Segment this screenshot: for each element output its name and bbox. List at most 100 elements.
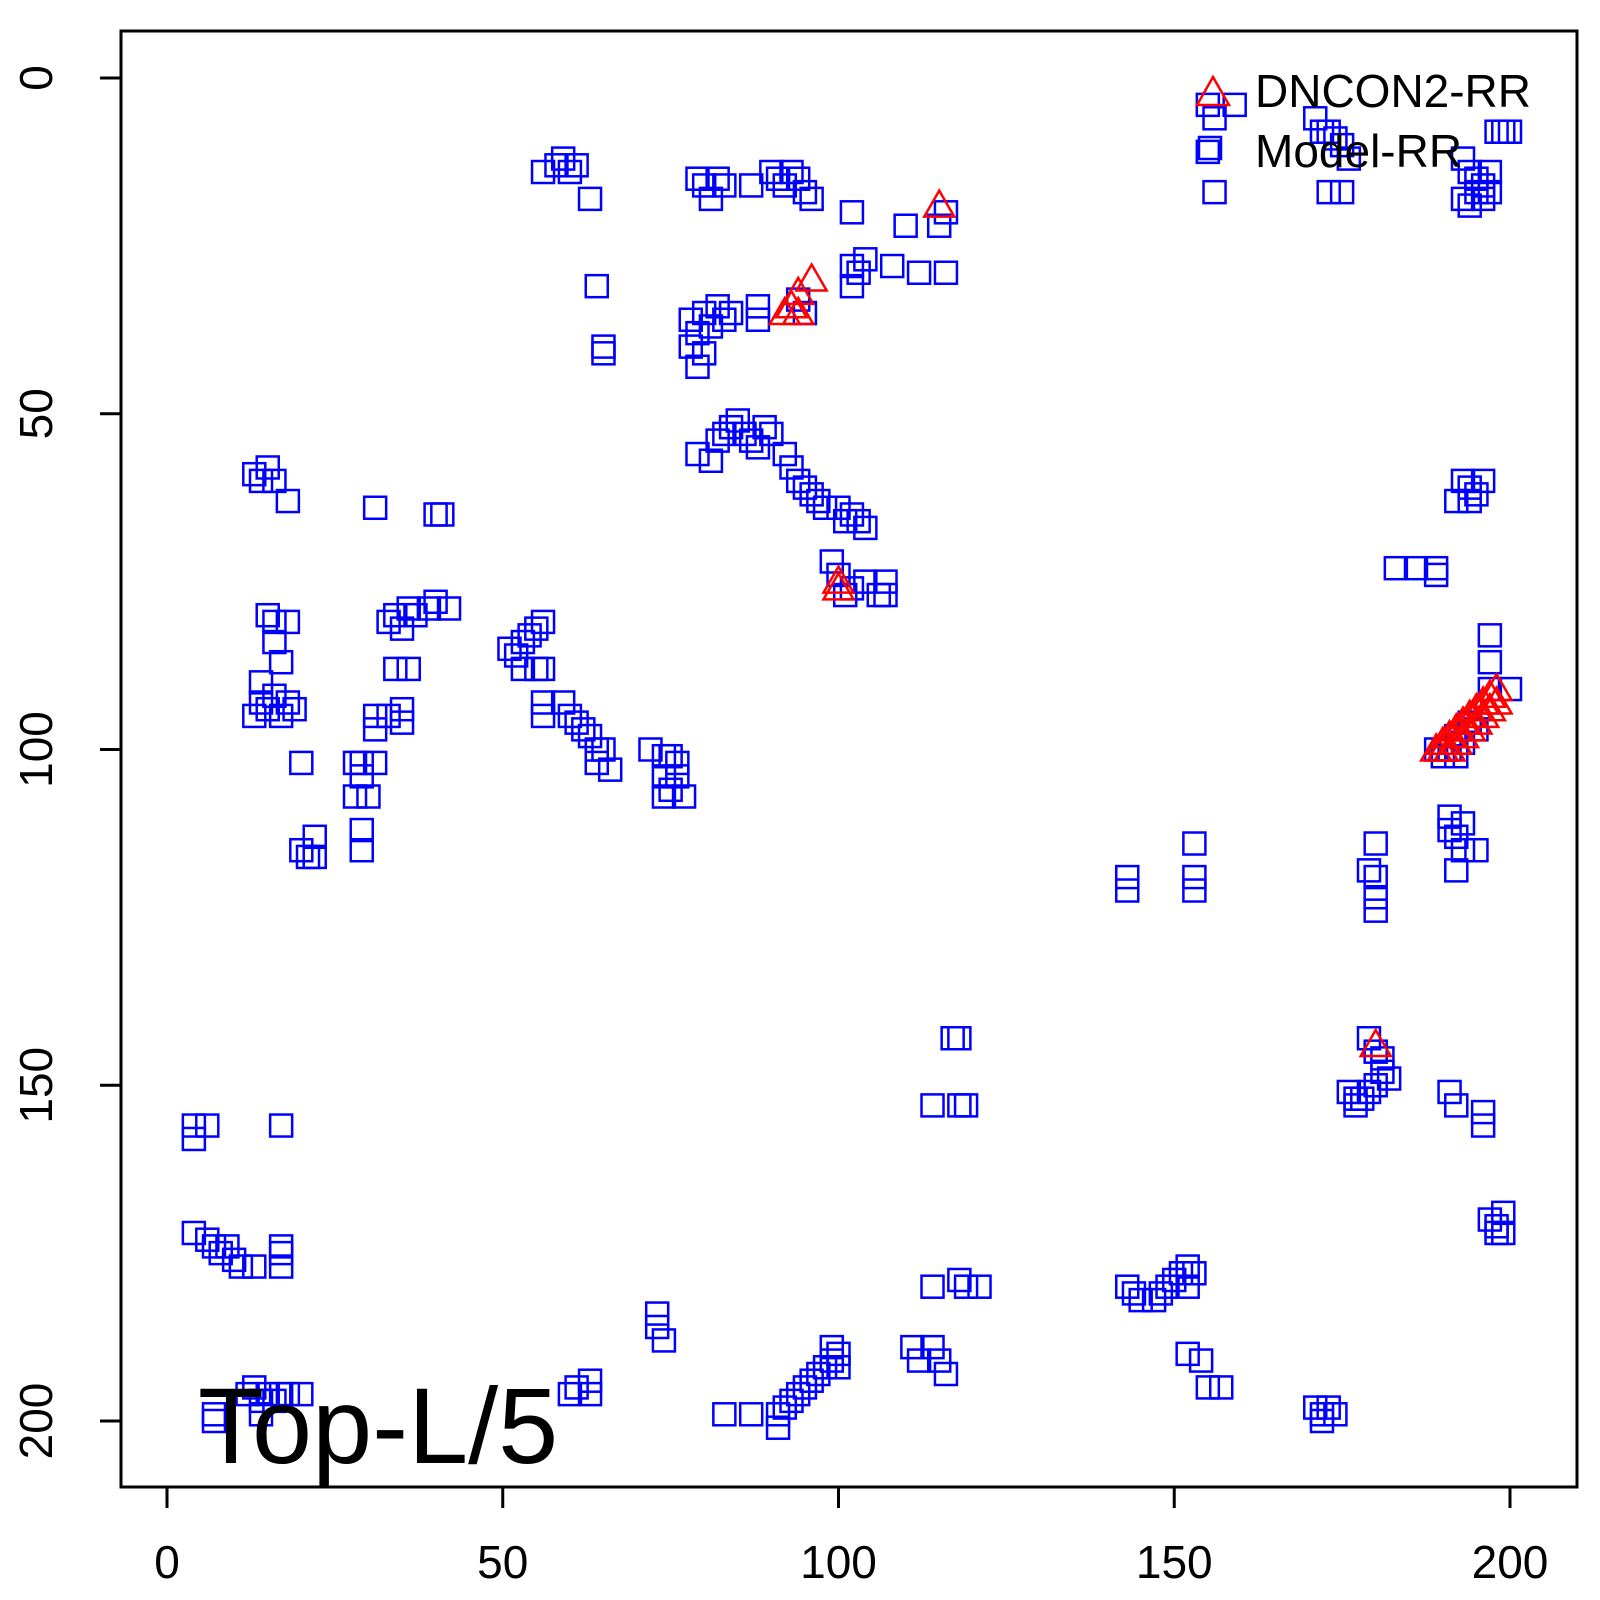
model-rr-point bbox=[799, 1368, 824, 1393]
model-rr-point bbox=[1168, 1261, 1194, 1286]
dncon2-rr-point bbox=[1472, 691, 1508, 722]
model-rr-point bbox=[362, 717, 388, 742]
model-rr-point bbox=[772, 173, 798, 198]
y-axis: 0 50 100 150 200 bbox=[10, 65, 123, 1459]
dncon2-rr-point bbox=[1479, 671, 1514, 702]
model-rr-point bbox=[826, 562, 851, 588]
model-rr-point bbox=[685, 320, 710, 346]
plot-frame bbox=[119, 29, 1579, 1489]
model-rr-point bbox=[295, 844, 321, 870]
dncon2-rr-point bbox=[1479, 684, 1514, 715]
model-rr-point bbox=[1470, 173, 1496, 198]
model-rr-point bbox=[1155, 1274, 1180, 1299]
model-rr-point bbox=[1477, 179, 1503, 205]
model-rr-point bbox=[510, 656, 536, 682]
legend-square-icon bbox=[1197, 135, 1223, 161]
model-rr-point bbox=[1363, 831, 1388, 856]
model-rr-point bbox=[1450, 811, 1476, 836]
model-rr-point bbox=[1437, 804, 1462, 829]
model-rr-point bbox=[262, 683, 287, 709]
model-rr-point bbox=[383, 656, 408, 682]
model-rr-point bbox=[389, 616, 415, 641]
model-rr-point bbox=[1316, 119, 1341, 144]
model-rr-point bbox=[530, 609, 556, 635]
model-rr-point bbox=[510, 629, 536, 655]
x-tick-label: 50 bbox=[477, 1536, 528, 1588]
model-rr-point bbox=[1464, 482, 1489, 507]
model-rr-point bbox=[920, 1274, 945, 1299]
model-rr-point bbox=[718, 300, 744, 326]
model-rr-point bbox=[819, 549, 845, 574]
model-rr-point bbox=[1444, 824, 1469, 850]
model-rr-point bbox=[530, 690, 556, 715]
model-rr-point bbox=[1470, 1099, 1496, 1125]
model-rr-point bbox=[181, 1126, 207, 1152]
model-rr-point bbox=[1491, 1220, 1516, 1246]
x-tick-label: 200 bbox=[1472, 1536, 1549, 1588]
model-rr-point bbox=[396, 596, 421, 621]
model-rr-point bbox=[1343, 1093, 1368, 1118]
model-rr-point bbox=[584, 737, 610, 762]
model-rr-point bbox=[1464, 166, 1489, 191]
model-rr-point bbox=[806, 488, 831, 514]
model-rr-point bbox=[785, 166, 811, 191]
x-axis: 0 50 100 150 200 bbox=[154, 1485, 1549, 1588]
model-rr-point bbox=[1457, 193, 1482, 218]
model-rr-point bbox=[530, 656, 556, 682]
model-rr-point bbox=[1484, 1220, 1509, 1246]
model-rr-point bbox=[826, 1355, 851, 1380]
model-rr-point bbox=[1376, 1066, 1402, 1091]
model-rr-point bbox=[1309, 1408, 1335, 1434]
model-rr-point bbox=[403, 602, 428, 628]
model-rr-point bbox=[436, 596, 462, 621]
model-rr-point bbox=[779, 1388, 804, 1414]
model-rr-point bbox=[1450, 468, 1476, 494]
model-rr-point bbox=[1182, 864, 1207, 890]
model-rr-point bbox=[806, 1361, 831, 1387]
model-rr-point bbox=[342, 784, 368, 809]
model-rr-point bbox=[947, 1025, 972, 1051]
model-rr-point bbox=[201, 1408, 227, 1434]
model-rr-point bbox=[1195, 139, 1221, 165]
model-rr-point bbox=[577, 723, 603, 749]
model-rr-point bbox=[1444, 858, 1469, 883]
model-rr-point bbox=[248, 670, 274, 695]
model-rr-point bbox=[597, 757, 623, 782]
model-rr-point bbox=[953, 1274, 979, 1299]
model-rr-point bbox=[1114, 878, 1140, 903]
model-rr-point bbox=[362, 703, 388, 729]
model-rr-point bbox=[282, 696, 307, 722]
dncon2-rr-point bbox=[922, 188, 957, 218]
model-rr-point bbox=[967, 1274, 992, 1299]
model-rr-point bbox=[1356, 1079, 1382, 1105]
y-tick-label: 100 bbox=[10, 711, 62, 788]
model-rr-point bbox=[1484, 119, 1509, 144]
model-rr-point bbox=[779, 159, 804, 185]
model-rr-point bbox=[792, 179, 818, 205]
model-rr-point bbox=[846, 260, 871, 285]
model-rr-point bbox=[591, 334, 616, 359]
model-rr-point bbox=[1121, 1281, 1147, 1306]
model-rr-point bbox=[1175, 1254, 1200, 1279]
model-rr-point bbox=[1329, 132, 1355, 158]
model-rr-point bbox=[685, 166, 710, 191]
model-rr-point bbox=[349, 764, 374, 789]
model-rr-point bbox=[1450, 837, 1476, 863]
dncon2-rr-point bbox=[781, 295, 816, 326]
model-rr-point bbox=[268, 1254, 294, 1279]
model-rr-point bbox=[691, 300, 717, 326]
model-rr-point bbox=[242, 461, 267, 487]
model-rr-point bbox=[698, 314, 724, 339]
model-rr-point bbox=[215, 1234, 240, 1259]
dncon2-rr-point bbox=[821, 564, 856, 594]
model-rr-point bbox=[644, 1314, 670, 1340]
model-rr-point bbox=[1370, 1059, 1395, 1085]
model-rr-point bbox=[181, 1113, 207, 1138]
model-rr-point bbox=[765, 1415, 791, 1440]
model-rr-point bbox=[550, 146, 576, 171]
model-rr-point bbox=[1457, 488, 1482, 514]
model-rr-point bbox=[1477, 1207, 1503, 1232]
legend: DNCON2-RR Model-RR bbox=[1194, 65, 1531, 177]
model-rr-point bbox=[1316, 1395, 1341, 1420]
